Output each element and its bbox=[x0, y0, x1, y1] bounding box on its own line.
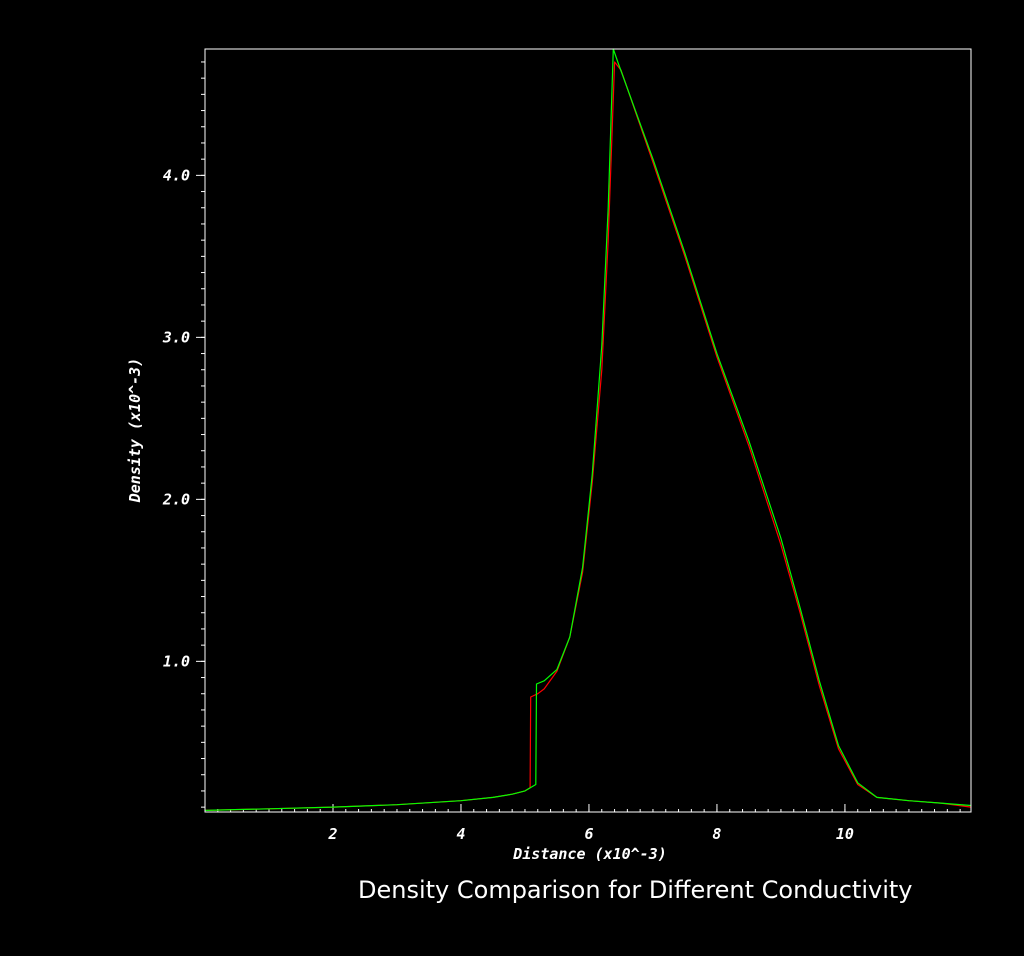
y-tick-label: 1.0 bbox=[163, 652, 190, 670]
y-tick-label: 4.0 bbox=[163, 166, 190, 184]
x-tick-label: 4 bbox=[456, 825, 465, 843]
series-layer bbox=[204, 48, 972, 811]
x-tick-label: 10 bbox=[836, 825, 854, 843]
series-line-2 bbox=[204, 48, 972, 811]
y-tick-label: 2.0 bbox=[162, 490, 190, 508]
tick-labels: 2 4 6 8 10 1.0 2.0 3.0 4.0 bbox=[162, 166, 854, 843]
plot-frame bbox=[204, 48, 972, 813]
x-tick-label: 2 bbox=[327, 825, 337, 843]
x-tick-label: 8 bbox=[712, 825, 721, 843]
major-ticks bbox=[196, 174, 846, 812]
y-axis-label: Density (x10^-3) bbox=[126, 358, 144, 504]
x-tick-label: 6 bbox=[584, 825, 593, 843]
chart-title: Density Comparison for Different Conduct… bbox=[358, 876, 913, 904]
y-tick-label: 3.0 bbox=[162, 328, 190, 346]
x-axis-label: Distance (x10^-3) bbox=[512, 845, 667, 863]
